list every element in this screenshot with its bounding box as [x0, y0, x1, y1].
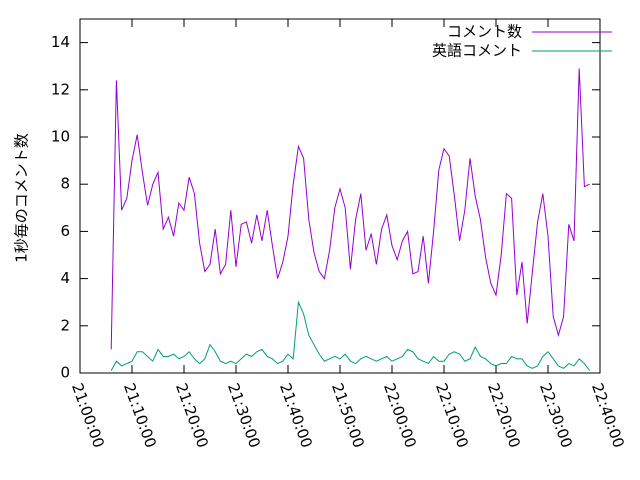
y-tick-label: 6 — [60, 222, 70, 240]
y-tick-label: 8 — [60, 175, 70, 193]
x-tick-label: 22:20:00 — [484, 381, 524, 450]
legend-label: 英語コメント — [432, 42, 522, 60]
y-tick-label: 14 — [51, 33, 70, 51]
x-tick-label: 21:50:00 — [328, 381, 368, 450]
y-tick-label: 4 — [60, 269, 70, 287]
x-tick-label: 21:20:00 — [172, 381, 212, 450]
y-tick-label: 0 — [60, 364, 70, 382]
series-line — [110, 300, 591, 371]
legend-label: コメント数 — [447, 23, 522, 41]
y-tick-label: 2 — [60, 316, 70, 334]
x-tick-label: 21:10:00 — [120, 381, 160, 450]
x-tick-label: 22:00:00 — [380, 381, 420, 450]
x-tick-label: 22:10:00 — [432, 381, 472, 450]
plot-border — [79, 18, 601, 374]
x-tick-label: 22:40:00 — [588, 381, 628, 450]
x-tick-label: 21:40:00 — [276, 381, 316, 450]
x-tick-label: 22:30:00 — [536, 381, 576, 450]
x-tick-label: 21:30:00 — [224, 381, 264, 450]
series-line — [110, 68, 590, 350]
y-tick-label: 10 — [51, 128, 70, 146]
y-tick-label: 12 — [51, 80, 70, 98]
x-tick-label: 21:00:00 — [68, 381, 108, 450]
y-axis-label: 1秒毎のコメント数 — [13, 133, 31, 263]
